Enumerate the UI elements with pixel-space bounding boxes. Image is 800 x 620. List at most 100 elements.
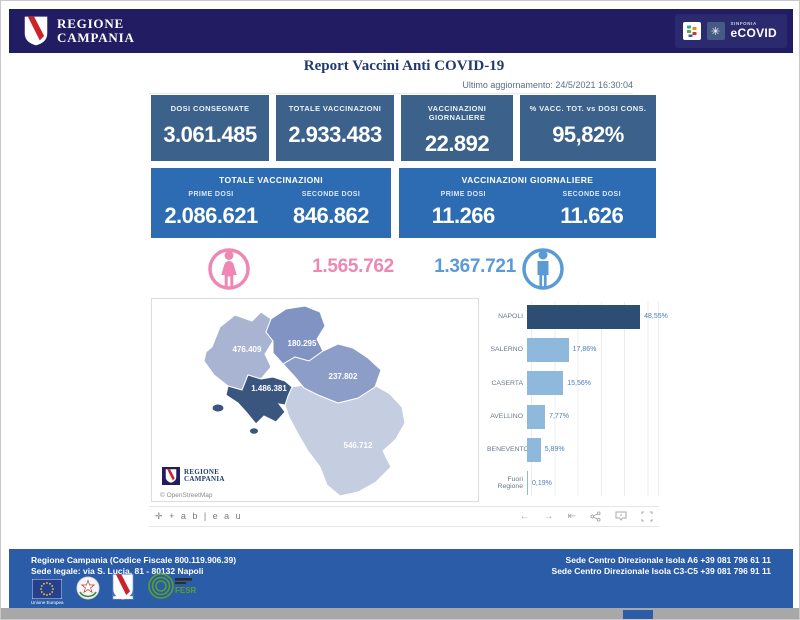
map-province-benevento[interactable]: [265, 305, 326, 365]
chart-value-label: 17,86%: [572, 346, 597, 354]
footer-codice-fiscale: Regione Campania (Codice Fiscale 800.119…: [31, 555, 237, 565]
chart-bar-napoli[interactable]: [527, 304, 641, 329]
col-label: PRIME DOSI: [188, 191, 234, 198]
group-title: TOTALE VACCINAZIONI: [219, 175, 323, 185]
chart-category-label: Fuori Regione: [497, 476, 523, 491]
kpi-group-row: TOTALE VACCINAZIONI PRIME DOSI 2.086.621…: [151, 168, 656, 238]
badge-text: SINFONIA eCOVID: [731, 21, 777, 40]
chart-value-label: 7,77%: [549, 413, 569, 421]
map-value-napoli: 1.486.381: [251, 384, 287, 393]
map-island-capri: [250, 428, 258, 434]
male-icon: [521, 244, 565, 299]
campania-shield-watermark: [162, 467, 180, 485]
bottom-strip: [1, 608, 799, 619]
chart-value-label: 5,89%: [544, 446, 565, 454]
share-icon[interactable]: [590, 511, 601, 522]
kpi-value: 95,82%: [552, 122, 624, 147]
campania-shield-logo: [24, 16, 48, 46]
col-value: 11.626: [560, 203, 624, 228]
group-col-seconde-dosi: SECONDE DOSI 11.626: [528, 185, 657, 229]
chart-category-label: BENEVENTO: [487, 446, 529, 454]
watermark-line1: REGIONE: [184, 467, 220, 476]
female-total: 1.565.762: [312, 256, 394, 277]
app-header: REGIONE CAMPANIA ✳ SINFONIA eCOVID: [9, 9, 793, 53]
female-icon: [207, 244, 251, 299]
group-vaccinazioni-giornaliere: VACCINAZIONI GIORNALIERE PRIME DOSI 11.2…: [399, 168, 656, 238]
virus-icon: ✳: [706, 22, 725, 40]
chart-row: SALERNO 17,86%: [487, 333, 663, 366]
kpi-vaccinazioni-giornaliere: VACCINAZIONI GIORNALIERE 22.892: [401, 95, 513, 161]
col-label: SECONDE DOSI: [301, 191, 361, 198]
tableau-logo[interactable]: ✛ + a b | e a u: [155, 511, 243, 521]
footer-left-text: Regione Campania (Codice Fiscale 800.119…: [31, 555, 236, 577]
fesr-logo: FESR: [146, 572, 196, 605]
chart-value-label: 15,56%: [567, 379, 591, 387]
kpi-totale-vaccinazioni: TOTALE VACCINAZIONI 2.933.483: [276, 95, 394, 161]
col-label: SECONDE DOSI: [562, 191, 621, 198]
map-attribution[interactable]: © OpenStreetMap: [160, 492, 213, 499]
group-totale-vaccinazioni: TOTALE VACCINAZIONI PRIME DOSI 2.086.621…: [151, 168, 391, 238]
col-value: 846.862: [292, 203, 370, 228]
fullscreen-icon[interactable]: [641, 511, 653, 522]
col-value: 11.266: [431, 203, 496, 228]
watermark-line2: CAMPANIA: [184, 475, 225, 483]
brand-line2: CAMPANIA: [57, 30, 135, 45]
chart-row: AVELLINO 7,77%: [487, 400, 663, 433]
download-icon[interactable]: [615, 511, 627, 522]
gender-row: 1.565.762 1.367.721: [149, 242, 659, 298]
chart-row: CASERTA 15,56%: [487, 367, 663, 400]
footer-sede-c3c5: Sede Centro Direzionale Isola C3-C5 +39 …: [551, 566, 771, 577]
brand-text: REGIONE CAMPANIA: [57, 17, 135, 44]
chart-gridlines: [531, 302, 659, 496]
chart-category-label: CASERTA: [491, 379, 523, 387]
footer: Regione Campania (Codice Fiscale 800.119…: [9, 549, 793, 608]
chart-bar-benevento[interactable]: [527, 437, 541, 462]
brand: REGIONE CAMPANIA: [23, 16, 135, 46]
sinfonia-ecovid-badge: ✳ SINFONIA eCOVID: [674, 14, 787, 48]
group-title: VACCINAZIONI GIORNALIERE: [461, 175, 594, 185]
kpi-value: 22.892: [424, 131, 490, 156]
footer-logos: Unione Europea: [31, 572, 196, 605]
kpi-percentuale-vaccinati: % VACC. TOT. vs DOSI CONS. 95,82%: [520, 95, 656, 161]
group-col-prime-dosi: PRIME DOSI 11.266: [399, 185, 528, 229]
campania-map: 476.409 180.295 237.802 1.486.381 546.71…: [203, 305, 406, 497]
chart-bar-avellino[interactable]: [527, 404, 546, 429]
fesr-label: FESR: [175, 586, 196, 595]
chart-row: Fuori Regione 0,19%: [487, 466, 663, 499]
chart-bar-fuori-regione[interactable]: [527, 471, 528, 496]
last-update: Ultimo aggiornamento: 24/5/2021 16:30:04: [149, 80, 633, 94]
tableau-toolbar: ✛ + a b | e a u ← → ⇤: [149, 506, 659, 527]
map-province-napoli[interactable]: [225, 374, 293, 425]
reset-icon[interactable]: ⇤: [567, 510, 576, 522]
kpi-label: TOTALE VACCINAZIONI: [288, 104, 382, 113]
redo-icon[interactable]: →: [543, 510, 554, 522]
col-label: PRIME DOSI: [440, 191, 486, 198]
chart-category-label: SALERNO: [490, 346, 523, 354]
map-island-ischia: [212, 404, 224, 412]
chart-bar-salerno[interactable]: [527, 337, 569, 362]
map-watermark: REGIONE CAMPANIA: [162, 467, 225, 485]
footer-sede-legale: Sede legale: via S. Lucia, 81 - 80132 Na…: [31, 566, 204, 577]
map-value-avellino: 237.802: [329, 372, 358, 381]
brand-line1: REGIONE: [57, 16, 125, 32]
map-province-caserta[interactable]: [203, 311, 274, 391]
kpi-dosi-consegnate: DOSI CONSEGNATE 3.061.485: [151, 95, 269, 161]
col-value: 2.086.621: [164, 203, 258, 228]
chart-category-label: AVELLINO: [490, 413, 523, 421]
chart-row: BENEVENTO 5,89%: [487, 433, 663, 466]
eu-flag-caption: Unione Europea: [31, 600, 64, 605]
bottom-strip-accent: [623, 610, 653, 619]
kpi-label: VACCINAZIONI GIORNALIERE: [427, 104, 487, 122]
map-value-caserta: 476.409: [233, 345, 262, 354]
chart-bar-caserta[interactable]: [527, 371, 564, 396]
undo-icon[interactable]: ←: [519, 510, 530, 522]
kpi-row: DOSI CONSEGNATE 3.061.485 TOTALE VACCINA…: [151, 95, 656, 161]
kpi-label: DOSI CONSEGNATE: [170, 104, 250, 113]
chart-value-label: 0,19%: [532, 479, 552, 487]
group-col-seconde-dosi: SECONDE DOSI 846.862: [271, 185, 391, 229]
map-value-salerno: 546.712: [344, 441, 373, 450]
kpi-value: 3.061.485: [163, 122, 257, 147]
chart-value-label: 48,55%: [644, 313, 668, 321]
map-province-avellino[interactable]: [282, 343, 382, 404]
